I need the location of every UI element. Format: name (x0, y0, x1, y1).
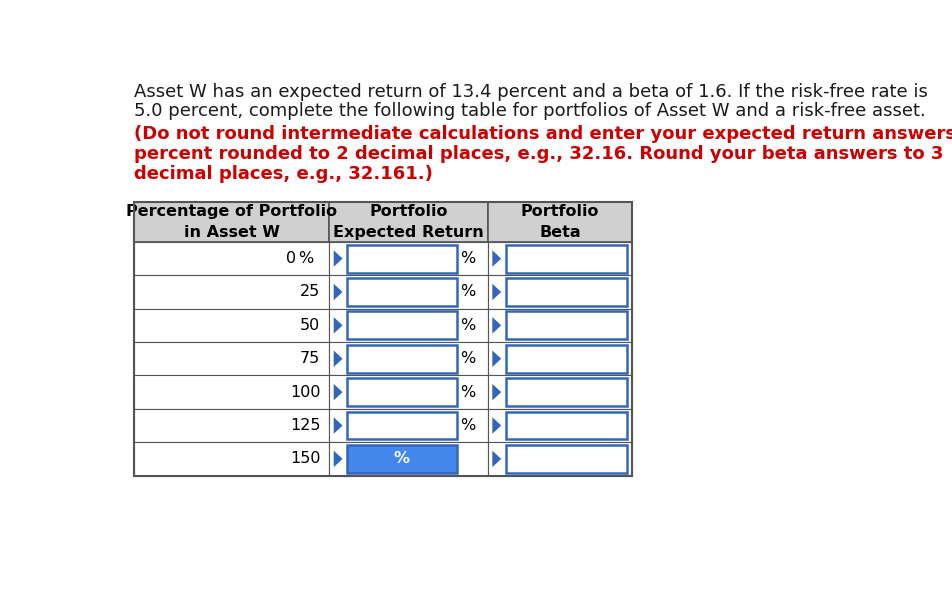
Bar (488, 375, 632, 409)
Bar (329, 275, 487, 309)
Bar (488, 309, 632, 342)
Bar (506, 245, 627, 273)
Bar (347, 345, 457, 372)
Polygon shape (492, 418, 501, 434)
Bar (506, 378, 627, 406)
Bar (488, 242, 632, 275)
Bar (329, 309, 487, 342)
Bar (506, 345, 627, 372)
Polygon shape (334, 284, 343, 300)
Bar (133, 309, 329, 342)
Polygon shape (492, 384, 501, 400)
Bar (347, 278, 457, 306)
Text: (Do not round intermediate calculations and enter your expected return answers a: (Do not round intermediate calculations … (133, 125, 952, 143)
Bar (347, 378, 457, 406)
Text: %: % (298, 251, 313, 266)
Text: %: % (460, 251, 475, 266)
Bar (133, 442, 329, 476)
Bar (506, 278, 627, 306)
Bar (488, 201, 632, 242)
Polygon shape (492, 250, 501, 267)
Text: 50: 50 (300, 318, 321, 333)
Bar (133, 201, 632, 476)
Text: 125: 125 (290, 418, 321, 433)
Polygon shape (492, 451, 501, 467)
Polygon shape (492, 284, 501, 300)
Bar (329, 201, 487, 242)
Bar (329, 375, 487, 409)
Bar (133, 375, 329, 409)
Text: %: % (460, 285, 475, 299)
Polygon shape (492, 350, 501, 367)
Bar (133, 342, 329, 375)
Bar (133, 201, 329, 242)
Text: Asset W has an expected return of 13.4 percent and a beta of 1.6. If the risk-fr: Asset W has an expected return of 13.4 p… (133, 83, 927, 101)
Polygon shape (334, 384, 343, 400)
Bar (133, 275, 329, 309)
Polygon shape (334, 418, 343, 434)
Text: 75: 75 (300, 351, 321, 366)
Text: %: % (394, 451, 410, 466)
Text: %: % (460, 418, 475, 433)
Text: 100: 100 (290, 385, 321, 400)
Bar (347, 445, 457, 473)
Text: 5.0 percent, complete the following table for portfolios of Asset W and a risk-f: 5.0 percent, complete the following tabl… (133, 102, 925, 121)
Text: %: % (460, 318, 475, 333)
Bar (488, 409, 632, 442)
Bar (488, 342, 632, 375)
Text: %: % (460, 385, 475, 400)
Text: 0: 0 (286, 251, 296, 266)
Polygon shape (334, 451, 343, 467)
Polygon shape (334, 250, 343, 267)
Text: decimal places, e.g., 32.161.): decimal places, e.g., 32.161.) (133, 165, 432, 182)
Bar (329, 409, 487, 442)
Polygon shape (334, 317, 343, 334)
Text: Percentage of Portfolio
in Asset W: Percentage of Portfolio in Asset W (126, 204, 337, 240)
Bar (506, 445, 627, 473)
Bar (506, 311, 627, 339)
Text: percent rounded to 2 decimal places, e.g., 32.16. Round your beta answers to 3: percent rounded to 2 decimal places, e.g… (133, 145, 943, 163)
Bar (329, 442, 487, 476)
Bar (506, 412, 627, 440)
Text: Portfolio
Beta: Portfolio Beta (521, 204, 599, 240)
Bar (347, 311, 457, 339)
Bar (133, 409, 329, 442)
Bar (347, 245, 457, 273)
Text: Portfolio
Expected Return: Portfolio Expected Return (333, 204, 484, 240)
Polygon shape (492, 317, 501, 334)
Bar (329, 342, 487, 375)
Text: 150: 150 (290, 451, 321, 466)
Bar (133, 242, 329, 275)
Polygon shape (334, 350, 343, 367)
Bar (347, 412, 457, 440)
Bar (488, 442, 632, 476)
Bar (488, 275, 632, 309)
Bar (329, 242, 487, 275)
Text: %: % (460, 351, 475, 366)
Text: 25: 25 (300, 285, 321, 299)
